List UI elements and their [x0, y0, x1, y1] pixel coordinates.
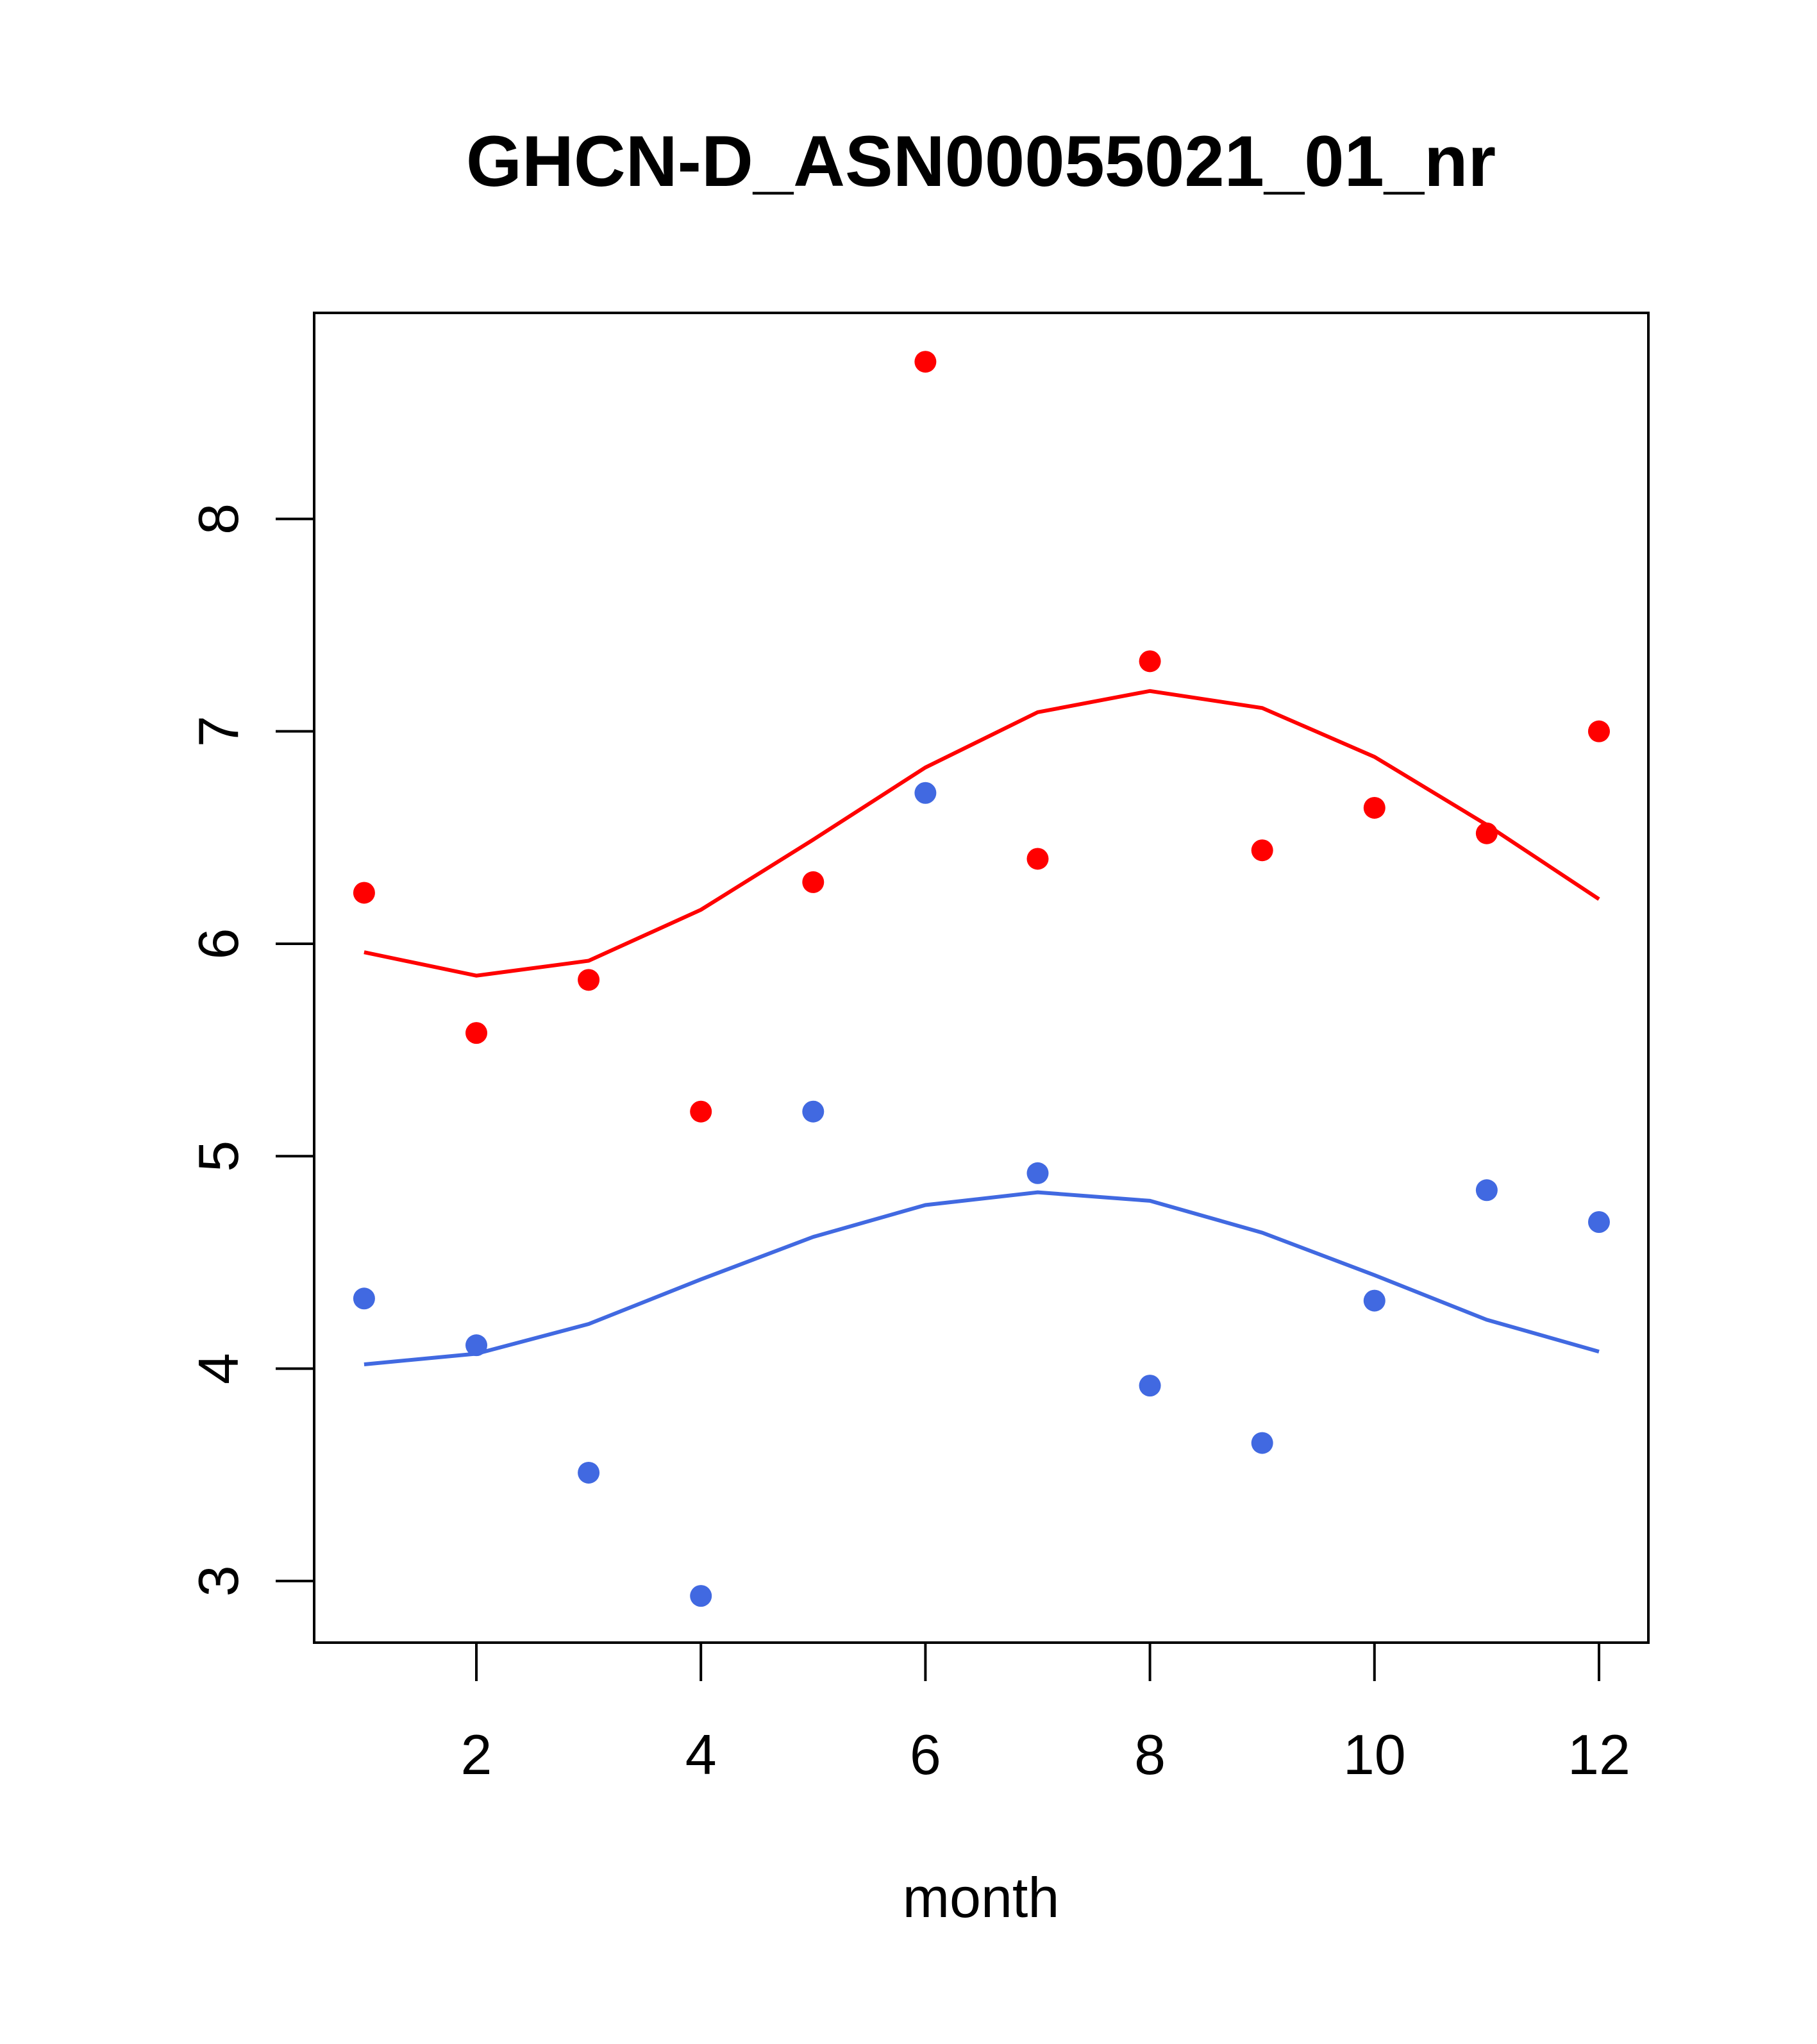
y-tick-label: 8 — [187, 503, 250, 535]
blue-points-data-point — [802, 1100, 825, 1123]
x-tick-label: 8 — [1134, 1723, 1166, 1786]
plot-frame — [313, 312, 1650, 1644]
red-points-data-point — [353, 882, 375, 904]
y-tick-label: 7 — [187, 716, 250, 747]
x-tick-label: 4 — [685, 1723, 717, 1786]
y-tick-label: 5 — [187, 1141, 250, 1172]
red-points-data-point — [690, 1100, 712, 1123]
x-tick-label: 10 — [1343, 1723, 1406, 1786]
blue-line-series-line — [364, 1190, 1600, 1366]
blue-points-data-point — [1251, 1432, 1273, 1454]
blue-points-data-point — [690, 1585, 712, 1607]
red-points-data-point — [1026, 848, 1049, 870]
y-tick-label: 6 — [187, 928, 250, 960]
blue-points-data-point — [353, 1287, 375, 1310]
x-axis-label: month — [903, 1866, 1060, 1929]
blue-points-data-point — [1139, 1375, 1161, 1397]
red-points-data-point — [1251, 839, 1273, 862]
red-points-data-point — [802, 871, 825, 893]
blue-points-data-point — [1026, 1162, 1049, 1184]
blue-points-data-point — [1587, 1211, 1610, 1234]
red-points-data-point — [465, 1022, 488, 1044]
chart-title: GHCN-D_ASN00055021_01_nr — [466, 121, 1496, 201]
red-points-data-point — [914, 351, 937, 373]
x-tick-label: 6 — [910, 1723, 941, 1786]
blue-points-data-point — [1475, 1179, 1498, 1202]
red-points-data-point — [1587, 720, 1610, 742]
x-tick-label: 12 — [1568, 1723, 1630, 1786]
red-line-series-line — [364, 689, 1600, 978]
x-tick-label: 2 — [461, 1723, 492, 1786]
blue-points-data-point — [1363, 1289, 1386, 1312]
y-tick-label: 3 — [187, 1565, 250, 1596]
red-points-data-point — [578, 969, 600, 991]
red-points-data-point — [1139, 650, 1161, 673]
y-tick-label: 4 — [187, 1353, 250, 1384]
blue-points-data-point — [578, 1461, 600, 1484]
blue-points-data-point — [914, 782, 937, 804]
red-points-data-point — [1363, 796, 1386, 819]
